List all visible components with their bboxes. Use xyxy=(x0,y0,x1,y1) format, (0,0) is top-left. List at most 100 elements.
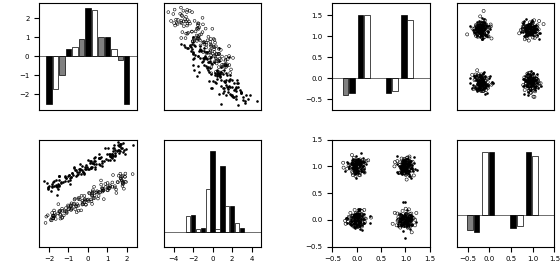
Point xyxy=(400,158,409,163)
Point xyxy=(523,84,532,89)
Point xyxy=(405,226,414,231)
Point xyxy=(40,179,49,184)
Point xyxy=(121,146,130,151)
Point xyxy=(54,211,63,216)
Point xyxy=(214,73,223,77)
Point xyxy=(185,21,194,26)
Point xyxy=(401,165,410,169)
Point xyxy=(237,90,246,94)
Point xyxy=(114,173,123,178)
Bar xyxy=(532,156,538,215)
Point xyxy=(353,215,362,220)
Point xyxy=(478,33,487,38)
Point xyxy=(170,21,179,25)
Point xyxy=(118,140,127,145)
Point xyxy=(216,70,225,74)
Point xyxy=(188,57,197,61)
Point xyxy=(527,29,536,34)
Bar xyxy=(386,78,391,93)
Point xyxy=(204,67,213,72)
Point xyxy=(349,224,358,229)
Point xyxy=(528,83,536,88)
Point xyxy=(356,161,365,165)
Point xyxy=(43,213,52,218)
Point xyxy=(403,164,412,168)
Point xyxy=(536,81,545,85)
Point xyxy=(403,165,412,170)
Point xyxy=(356,160,365,164)
Point xyxy=(477,30,486,35)
Point xyxy=(349,223,358,227)
Point xyxy=(216,72,225,76)
Point xyxy=(401,170,410,174)
Point xyxy=(477,83,486,87)
Point xyxy=(399,213,408,218)
Point xyxy=(95,190,104,195)
Point xyxy=(353,224,362,229)
Point xyxy=(400,219,409,224)
Point xyxy=(44,187,53,191)
Point xyxy=(406,165,415,170)
Point xyxy=(409,155,418,159)
Point xyxy=(73,172,82,176)
Point xyxy=(529,74,538,79)
Point xyxy=(484,83,493,88)
Point xyxy=(525,89,534,93)
Point xyxy=(73,170,82,175)
Point xyxy=(523,79,532,83)
Point xyxy=(351,174,360,178)
Bar xyxy=(215,229,220,232)
Point xyxy=(478,28,487,32)
Point xyxy=(63,179,72,183)
Point xyxy=(526,88,535,92)
Point xyxy=(475,30,484,34)
Point xyxy=(520,25,529,29)
Point xyxy=(354,161,363,165)
Point xyxy=(181,36,190,40)
Point xyxy=(525,24,534,29)
Point xyxy=(525,32,534,36)
Point xyxy=(218,63,227,67)
Point xyxy=(478,23,487,28)
Bar xyxy=(220,166,225,232)
Point xyxy=(398,169,407,174)
Point xyxy=(217,83,226,88)
Point xyxy=(184,19,193,24)
Point xyxy=(224,87,233,91)
Point xyxy=(521,82,530,87)
Point xyxy=(74,209,83,213)
Point xyxy=(215,52,224,56)
Point xyxy=(398,167,407,172)
Point xyxy=(194,21,203,25)
Point xyxy=(478,76,487,81)
Point xyxy=(190,42,199,47)
Point xyxy=(522,78,531,83)
Point xyxy=(468,73,477,77)
Point xyxy=(351,166,360,170)
Point xyxy=(231,89,240,94)
Point xyxy=(353,213,362,218)
Point xyxy=(51,178,60,182)
Point xyxy=(200,42,209,46)
Point xyxy=(487,36,496,41)
Point xyxy=(112,191,121,195)
Point xyxy=(217,65,226,69)
Point xyxy=(215,56,224,61)
Point xyxy=(355,171,364,175)
Point xyxy=(231,87,240,91)
Bar xyxy=(98,37,104,56)
Point xyxy=(405,221,414,225)
Point xyxy=(105,186,114,190)
Point xyxy=(64,207,73,211)
Point xyxy=(476,24,485,28)
Point xyxy=(68,170,77,175)
Point xyxy=(525,80,534,84)
Point xyxy=(399,215,408,219)
Point xyxy=(63,173,72,178)
Point xyxy=(396,219,405,224)
Point xyxy=(109,149,118,153)
Point xyxy=(357,169,366,173)
Point xyxy=(205,65,214,70)
Point xyxy=(412,211,421,215)
Point xyxy=(87,165,96,170)
